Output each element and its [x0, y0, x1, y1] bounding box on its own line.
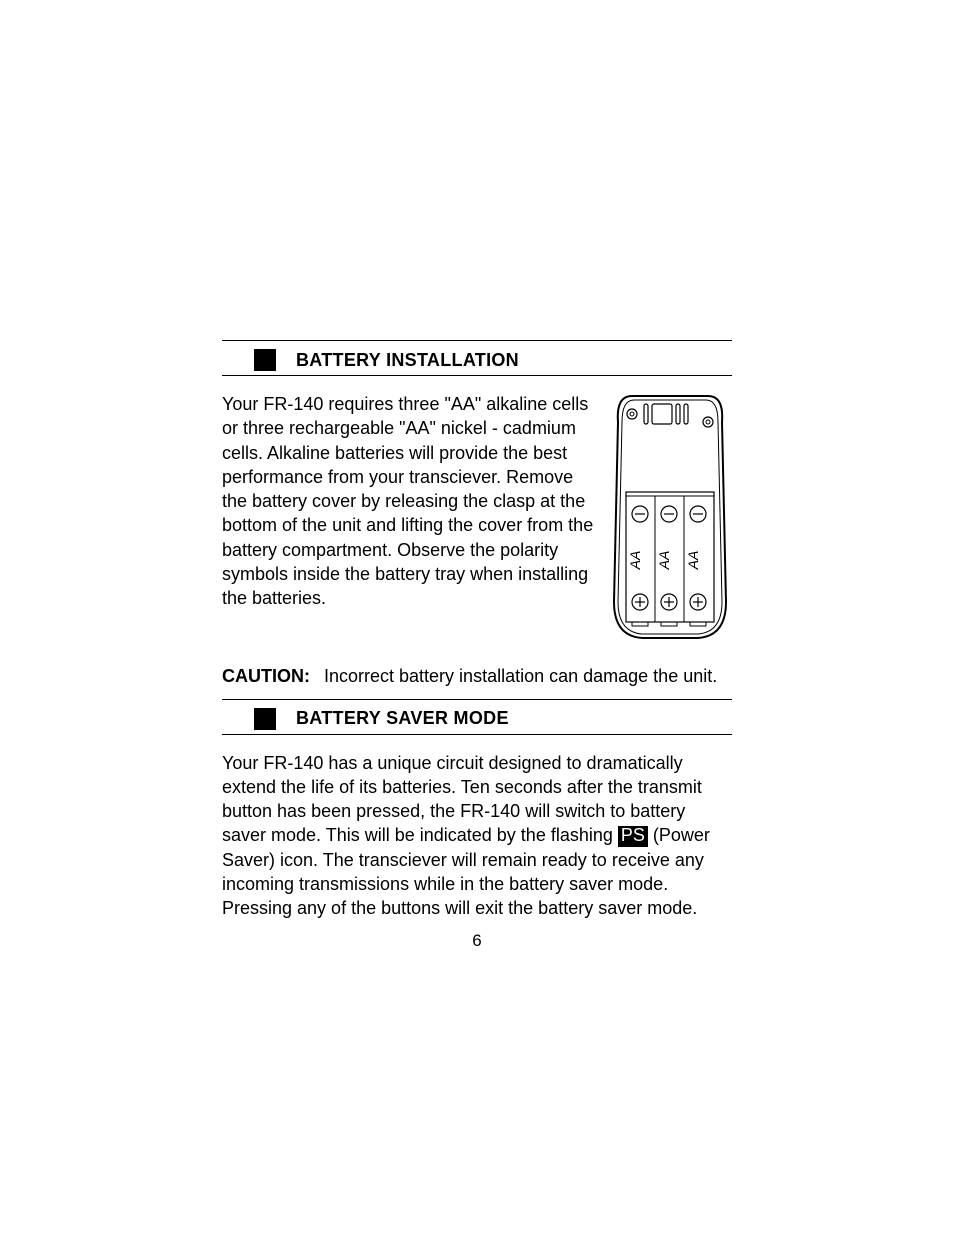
section1-body: Your FR-140 requires three "AA" alkaline… — [222, 392, 732, 689]
section-heading-row-2: BATTERY SAVER MODE — [222, 706, 732, 732]
svg-text:AA: AA — [656, 551, 672, 571]
divider-bottom-1 — [222, 375, 732, 376]
page-number: 6 — [222, 931, 732, 951]
caution-row: CAUTION: Incorrect battery installation … — [222, 664, 732, 688]
manual-page: BATTERY INSTALLATION Your FR-140 require… — [0, 0, 954, 1235]
caution-text: Incorrect battery installation can damag… — [324, 664, 732, 688]
divider-bottom-2 — [222, 734, 732, 735]
svg-text:AA: AA — [627, 551, 643, 571]
section-heading-row-1: BATTERY INSTALLATION — [222, 347, 732, 373]
heading-battery-saver: BATTERY SAVER MODE — [296, 708, 509, 729]
section1-text: Your FR-140 requires three "AA" alkaline… — [222, 392, 598, 648]
ps-icon: PS — [618, 826, 648, 847]
bullet-icon — [254, 708, 276, 730]
device-back-icon: AA AA AA — [612, 392, 728, 642]
divider-top-2 — [222, 699, 732, 700]
caution-label: CAUTION: — [222, 664, 324, 688]
heading-battery-installation: BATTERY INSTALLATION — [296, 350, 519, 371]
bullet-icon — [254, 349, 276, 371]
section2-body: Your FR-140 has a unique circuit designe… — [222, 751, 732, 921]
battery-diagram: AA AA AA — [612, 392, 732, 648]
svg-text:AA: AA — [685, 551, 701, 571]
divider-top-1 — [222, 340, 732, 341]
